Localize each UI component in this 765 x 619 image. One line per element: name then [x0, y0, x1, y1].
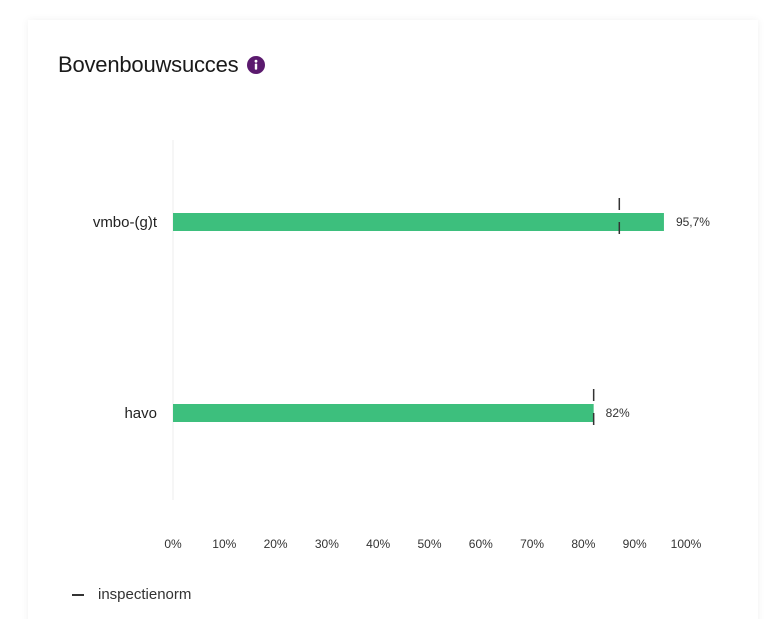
x-tick-label: 0%: [164, 537, 182, 551]
value-label: 82%: [606, 406, 630, 420]
x-tick-label: 100%: [671, 537, 702, 551]
category-label: vmbo-(g)t: [93, 214, 158, 231]
x-tick-label: 30%: [315, 537, 339, 551]
inspectienorm-legend-marker: [72, 593, 84, 596]
x-tick-label: 50%: [417, 537, 441, 551]
x-tick-label: 80%: [571, 537, 595, 551]
chart-card: Bovenbouwsucces vmbo-(g)t 95,7% havo 82% 0% 1…: [28, 20, 758, 619]
bar: [173, 404, 594, 422]
bar: [173, 213, 664, 231]
card-header: Bovenbouwsucces: [58, 52, 266, 78]
x-tick-label: 90%: [623, 537, 647, 551]
bar-chart: vmbo-(g)t 95,7% havo 82% 0% 10% 20% 30% 40% 50% 60…: [93, 140, 710, 551]
legend-label: inspectienorm: [98, 586, 192, 603]
category-label: havo: [124, 405, 157, 422]
info-icon[interactable]: [247, 56, 266, 74]
chart-title: Bovenbouwsucces: [58, 52, 239, 77]
x-tick-label: 10%: [212, 537, 236, 551]
value-label: 95,7%: [676, 215, 710, 229]
legend: inspectienorm: [72, 586, 191, 603]
x-tick-label: 40%: [366, 537, 390, 551]
x-tick-label: 20%: [264, 537, 288, 551]
x-tick-label: 60%: [469, 537, 493, 551]
x-tick-label: 70%: [520, 537, 544, 551]
